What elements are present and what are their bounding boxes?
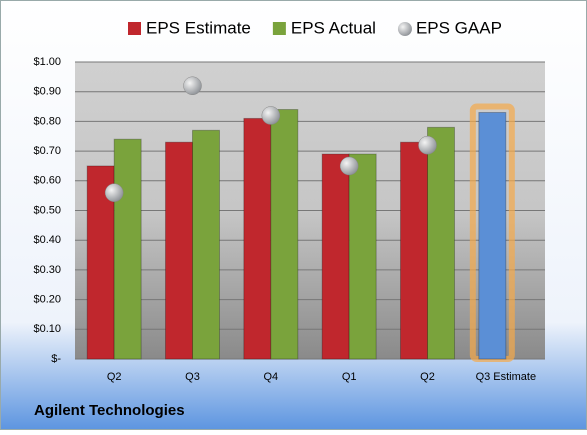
bar: [113, 138, 142, 360]
bar: [192, 129, 220, 360]
bar: [348, 153, 377, 360]
footer: Agilent Technologies: [34, 402, 185, 419]
bubble: [183, 76, 202, 96]
legend-label: EPS GAAP: [416, 18, 502, 37]
bubble: [261, 106, 281, 125]
bar: [270, 109, 299, 360]
legend-marker: [397, 22, 412, 36]
legend-marker: [128, 22, 141, 35]
bar: [478, 111, 507, 360]
bubble: [339, 156, 359, 176]
y-tick-label: $0.40: [33, 234, 61, 246]
legend-label: EPS Estimate: [146, 18, 251, 37]
y-tick-label: $0.50: [33, 204, 61, 216]
bar: [427, 126, 455, 360]
y-tick-label: $0.80: [33, 115, 61, 127]
legend-label: EPS Actual: [291, 18, 376, 37]
y-tick-label: $0.10: [33, 323, 61, 335]
x-tick-label: Q4: [263, 371, 278, 383]
bar: [243, 117, 272, 360]
y-tick-label: $0.30: [33, 264, 61, 276]
bar: [321, 153, 350, 360]
x-tick-label: Q3 Estimate: [476, 371, 537, 383]
bubble: [418, 135, 437, 155]
y-tick-label: $0.20: [33, 294, 61, 306]
legend-marker: [272, 22, 286, 35]
bubble: [104, 183, 124, 202]
x-tick-label: Q1: [342, 371, 357, 383]
x-tick-label: Q3: [185, 371, 200, 383]
y-tick-label: $0.60: [33, 175, 61, 187]
y-tick-label: $-: [51, 353, 61, 365]
bar: [400, 141, 428, 360]
y-tick-label: $0.90: [33, 86, 61, 98]
bar: [165, 141, 193, 360]
x-tick-label: Q2: [107, 371, 122, 383]
y-tick-label: $1.00: [33, 56, 61, 68]
y-tick-label: $0.70: [33, 145, 61, 157]
x-tick-label: Q2: [420, 371, 435, 383]
